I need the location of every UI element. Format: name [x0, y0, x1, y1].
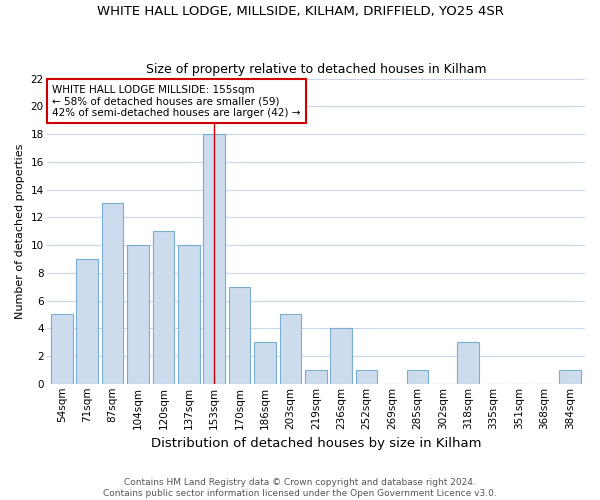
Text: WHITE HALL LODGE MILLSIDE: 155sqm
← 58% of detached houses are smaller (59)
42% : WHITE HALL LODGE MILLSIDE: 155sqm ← 58% … [52, 84, 301, 118]
Bar [407, 370, 428, 384]
Text: Contains HM Land Registry data © Crown copyright and database right 2024.
Contai: Contains HM Land Registry data © Crown c… [103, 478, 497, 498]
Bar [76, 259, 98, 384]
Bar [152, 231, 174, 384]
Bar [457, 342, 479, 384]
Bar [305, 370, 326, 384]
Bar [356, 370, 377, 384]
Y-axis label: Number of detached properties: Number of detached properties [15, 144, 25, 319]
Bar [178, 245, 200, 384]
Text: WHITE HALL LODGE, MILLSIDE, KILHAM, DRIFFIELD, YO25 4SR: WHITE HALL LODGE, MILLSIDE, KILHAM, DRIF… [97, 5, 503, 18]
Bar [280, 314, 301, 384]
Bar [127, 245, 149, 384]
X-axis label: Distribution of detached houses by size in Kilham: Distribution of detached houses by size … [151, 437, 481, 450]
Bar [229, 286, 250, 384]
Bar [254, 342, 276, 384]
Title: Size of property relative to detached houses in Kilham: Size of property relative to detached ho… [146, 63, 486, 76]
Bar [331, 328, 352, 384]
Bar [51, 314, 73, 384]
Bar [203, 134, 225, 384]
Bar [559, 370, 581, 384]
Bar [102, 204, 124, 384]
